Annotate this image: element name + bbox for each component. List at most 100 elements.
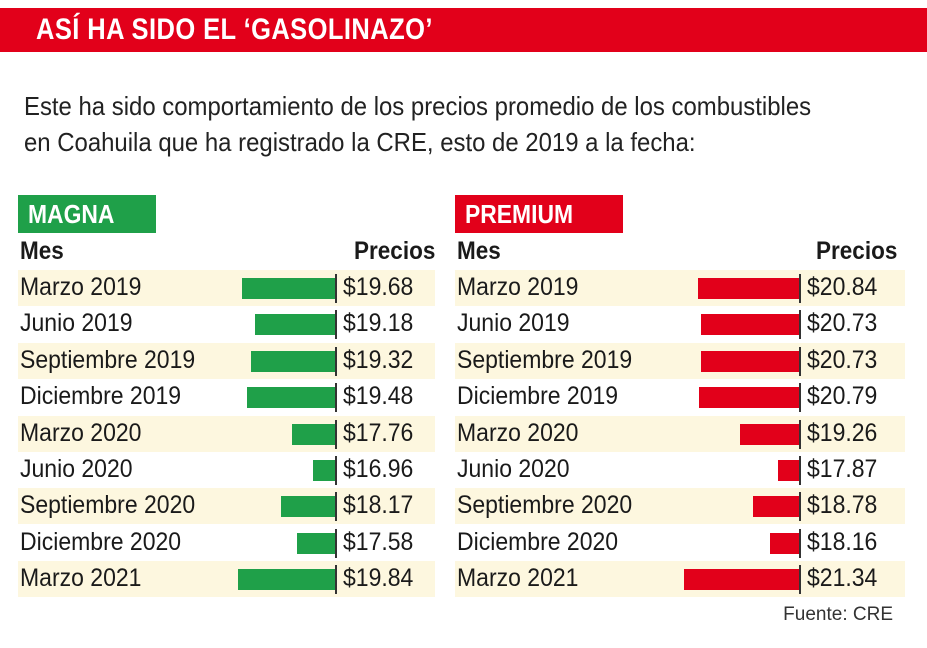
month-label: Junio 2019 bbox=[20, 309, 133, 338]
axis-line bbox=[799, 310, 801, 340]
table-row: Marzo 2019 $19.68 bbox=[18, 270, 435, 306]
price-label: $17.58 bbox=[343, 527, 414, 556]
price-label: $20.73 bbox=[807, 345, 878, 374]
price-label: $20.79 bbox=[807, 382, 878, 411]
table-row: Junio 2019 $20.73 bbox=[455, 306, 905, 342]
axis-line bbox=[335, 383, 337, 413]
bar bbox=[753, 496, 799, 518]
table-row: Marzo 2020 $19.26 bbox=[455, 415, 905, 452]
axis-line bbox=[799, 456, 801, 485]
price-label: $18.78 bbox=[807, 491, 878, 520]
month-label: Diciembre 2020 bbox=[20, 527, 182, 556]
intro-text: Este ha sido comportamiento de los preci… bbox=[24, 91, 812, 157]
price-label: $20.73 bbox=[807, 309, 878, 338]
price-label: $21.34 bbox=[807, 564, 878, 593]
price-label: $18.17 bbox=[343, 491, 414, 520]
column-header-precios: Precios bbox=[815, 237, 897, 265]
axis-line bbox=[799, 565, 801, 595]
month-label: Junio 2020 bbox=[457, 455, 570, 483]
bar bbox=[296, 532, 335, 554]
price-label: $19.68 bbox=[343, 273, 414, 301]
month-label: Marzo 2021 bbox=[457, 564, 579, 593]
axis-line bbox=[335, 274, 337, 303]
chart-title: MAGNA bbox=[28, 199, 115, 229]
bar bbox=[770, 532, 799, 554]
bar bbox=[291, 423, 335, 445]
column-header-mes: Mes bbox=[457, 237, 501, 265]
bar bbox=[684, 569, 799, 591]
price-label: $19.32 bbox=[343, 345, 414, 374]
month-label: Septiembre 2019 bbox=[457, 345, 633, 374]
table-row: Septiembre 2019 $19.32 bbox=[18, 342, 435, 379]
month-label: Junio 2019 bbox=[457, 309, 570, 338]
month-label: Marzo 2020 bbox=[20, 418, 142, 447]
table-row: Junio 2019 $19.18 bbox=[18, 306, 435, 342]
table-row: Marzo 2019 $20.84 bbox=[455, 270, 905, 306]
table-row: Septiembre 2019 $20.73 bbox=[455, 342, 905, 379]
axis-line bbox=[799, 346, 801, 376]
axis-line bbox=[335, 346, 337, 376]
axis-line bbox=[335, 456, 337, 485]
price-label: $19.84 bbox=[343, 564, 414, 593]
axis-line bbox=[799, 492, 801, 522]
month-label: Marzo 2019 bbox=[457, 273, 579, 301]
month-label: Diciembre 2020 bbox=[457, 527, 619, 556]
bar bbox=[700, 314, 799, 336]
table-row: Junio 2020 $17.87 bbox=[455, 452, 905, 488]
month-label: Septiembre 2020 bbox=[457, 491, 633, 520]
price-label: $19.26 bbox=[807, 418, 878, 447]
month-label: Diciembre 2019 bbox=[20, 382, 182, 411]
table-row: Diciembre 2019 $20.79 bbox=[455, 379, 905, 415]
month-label: Junio 2020 bbox=[20, 455, 133, 483]
month-label: Marzo 2019 bbox=[20, 273, 142, 301]
bar bbox=[312, 460, 335, 481]
table-row: Marzo 2020 $17.76 bbox=[18, 415, 435, 452]
table-row: Marzo 2021 $21.34 bbox=[455, 561, 905, 598]
month-label: Marzo 2020 bbox=[457, 418, 579, 447]
source-note: Fuente: CRE bbox=[783, 604, 893, 625]
chart-title-tag: PREMIUM bbox=[455, 195, 623, 233]
table-row: Diciembre 2020 $18.16 bbox=[455, 525, 905, 561]
axis-line bbox=[799, 528, 801, 558]
axis-line bbox=[799, 274, 801, 303]
price-label: $20.84 bbox=[807, 273, 878, 301]
month-label: Septiembre 2020 bbox=[20, 491, 196, 520]
price-label: $17.76 bbox=[343, 418, 414, 447]
axis-line bbox=[335, 528, 337, 558]
bar bbox=[241, 278, 335, 299]
table-row: Septiembre 2020 $18.78 bbox=[455, 488, 905, 525]
table-row: Marzo 2021 $19.84 bbox=[18, 561, 435, 598]
bar bbox=[247, 387, 335, 409]
month-label: Marzo 2021 bbox=[20, 564, 142, 593]
table-row: Septiembre 2020 $18.17 bbox=[18, 488, 435, 525]
axis-line bbox=[799, 383, 801, 413]
table-row: Diciembre 2020 $17.58 bbox=[18, 525, 435, 561]
title-banner: ASÍ HA SIDO EL ‘GASOLINAZO’ bbox=[0, 8, 927, 52]
column-header-precios: Precios bbox=[353, 237, 435, 265]
price-label: $17.87 bbox=[807, 455, 878, 483]
price-label: $19.18 bbox=[343, 309, 414, 338]
title: ASÍ HA SIDO EL ‘GASOLINAZO’ bbox=[36, 13, 433, 46]
bar bbox=[699, 387, 799, 409]
table-row: Junio 2020 $16.96 bbox=[18, 452, 435, 488]
chart-title: PREMIUM bbox=[465, 199, 574, 229]
chart-title-tag: MAGNA bbox=[18, 195, 156, 233]
bar bbox=[281, 496, 335, 518]
axis-line bbox=[799, 419, 801, 449]
month-label: Diciembre 2019 bbox=[457, 382, 619, 411]
month-label: Septiembre 2019 bbox=[20, 345, 196, 374]
axis-line bbox=[335, 565, 337, 595]
bar bbox=[254, 314, 335, 336]
bar bbox=[778, 460, 799, 481]
price-label: $19.48 bbox=[343, 382, 414, 411]
axis-line bbox=[335, 419, 337, 449]
bar bbox=[251, 350, 335, 372]
column-header-mes: Mes bbox=[20, 237, 64, 265]
axis-line bbox=[335, 310, 337, 340]
bar bbox=[740, 423, 799, 445]
bar bbox=[697, 278, 799, 299]
table-row: Diciembre 2019 $19.48 bbox=[18, 379, 435, 415]
axis-line bbox=[335, 492, 337, 522]
bar bbox=[700, 350, 799, 372]
bar bbox=[237, 569, 335, 591]
